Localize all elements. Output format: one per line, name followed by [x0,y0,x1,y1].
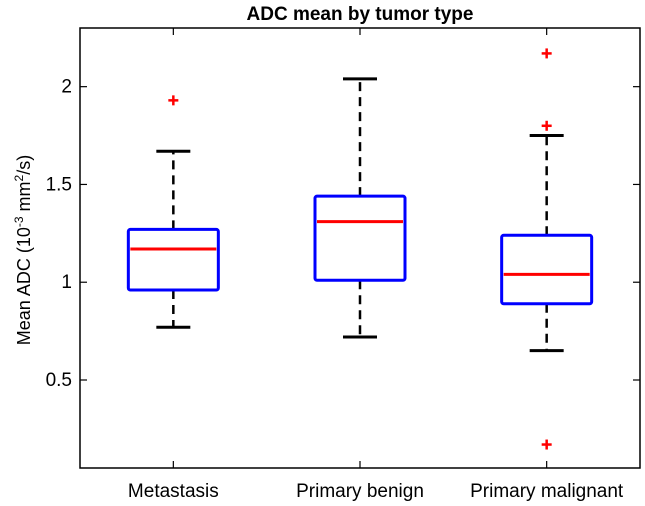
x-category-label: Primary malignant [470,481,624,502]
iqr-box [126,227,220,292]
box-1 [126,95,220,329]
y-axis-label-exponent-2: 2 [12,174,26,181]
y-axis-label-exponent: -3 [12,216,26,227]
outlier-point [541,48,552,59]
outlier-point [541,439,552,450]
box-3 [500,48,594,450]
y-tick-label: 1 [61,272,72,293]
y-tick-label: 1.5 [46,174,72,195]
x-category-label: Primary benign [296,481,424,502]
chart-title: ADC mean by tumor type [247,4,474,25]
x-axis: Metastasis Primary benign Primary malignan… [128,28,624,502]
outlier-point [541,120,552,131]
y-tick-label: 0.5 [46,370,72,391]
box-2 [313,77,407,339]
y-tick-label: 2 [61,77,72,98]
iqr-box [500,233,594,306]
box-series [126,48,594,450]
outlier-point [168,95,179,106]
y-axis: 0.5 1 1.5 2 [46,77,640,391]
x-category-label: Metastasis [128,481,219,502]
y-axis-label: Mean ADC (10-3 mm2/s) [12,155,34,345]
iqr-box [313,194,407,282]
